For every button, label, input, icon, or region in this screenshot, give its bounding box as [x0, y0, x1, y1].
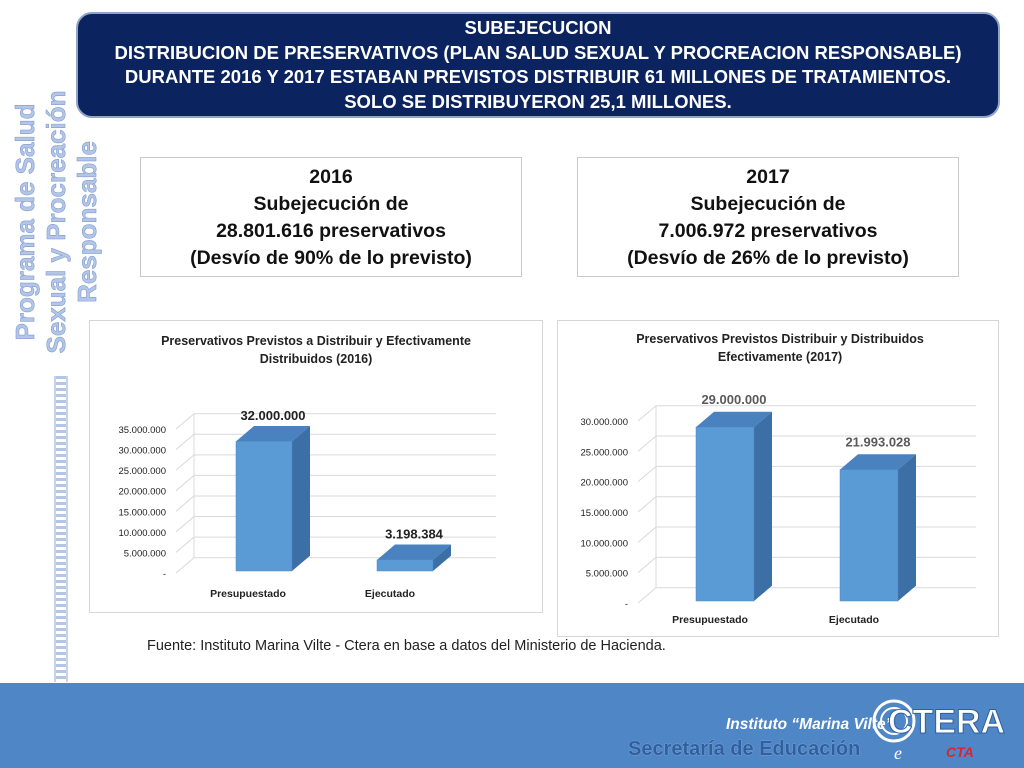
header-banner: SUBEJECUCION DISTRIBUCION DE PRESERVATIV… — [76, 12, 1000, 118]
y-tick-label: 25.000.000 — [580, 447, 628, 458]
info-box-2016: 2016 Subejecución de 28.801.616 preserva… — [140, 157, 522, 277]
data-label: 3.198.384 — [385, 527, 444, 542]
side-title-line-3: Responsable — [72, 141, 102, 303]
grid-diagonal — [637, 405, 657, 422]
bar-front-face — [235, 441, 293, 572]
chart-2016: Preservativos Previstos a Distribuir y E… — [89, 320, 543, 613]
grid-diagonal — [175, 475, 195, 492]
header-line-4: SOLO SE DISTRIBUYERON 25,1 MILLONES. — [344, 90, 732, 112]
y-tick-label: - — [625, 599, 628, 610]
svg-text:e: e — [894, 743, 902, 763]
data-label: 21.993.028 — [845, 434, 910, 449]
y-tick-label: 20.000.000 — [118, 487, 166, 498]
y-tick-label: 30.000.000 — [580, 417, 628, 428]
info-2017-year: 2017 — [746, 166, 790, 188]
grid-diagonal — [175, 536, 195, 553]
bar-front-face — [839, 469, 899, 602]
header-line-2: DISTRIBUCION DE PRESERVATIVOS (PLAN SALU… — [114, 41, 962, 63]
bar-top-face — [377, 544, 451, 560]
grid-diagonal — [637, 526, 657, 543]
chart-2017-svg: Preservativos Previstos Distribuir y Dis… — [580, 332, 976, 626]
bar-presupuestado — [235, 426, 310, 572]
category-label: Ejecutado — [365, 588, 415, 600]
grid-diagonal — [175, 433, 195, 450]
y-tick-label: 30.000.000 — [118, 446, 166, 457]
side-title-line-2: Sexual y Procreación — [41, 90, 71, 353]
footer-secretaria: Secretaría de Educación — [628, 738, 861, 760]
footer-institute: Instituto “Marina Vilte” — [726, 716, 894, 733]
category-label: Presupuestado — [210, 588, 286, 600]
grid-diagonal — [637, 587, 657, 604]
info-2017-amount: 7.006.972 preservativos — [658, 220, 878, 242]
category-label: Ejecutado — [829, 614, 879, 626]
side-program-title: Programa de Salud Sexual y Procreación R… — [8, 84, 108, 360]
bar-side-face — [292, 426, 310, 571]
bar-side-face — [898, 454, 916, 601]
grid-diagonal — [637, 496, 657, 513]
bar-side-face — [433, 544, 451, 571]
bar-ejecutado — [839, 454, 916, 602]
header-title: SUBEJECUCION — [464, 17, 612, 38]
bar-top-face — [696, 411, 772, 428]
y-tick-label: 10.000.000 — [118, 528, 166, 539]
bar-presupuestado — [695, 411, 772, 602]
grid-diagonal — [175, 454, 195, 471]
y-tick-label: - — [163, 569, 166, 580]
grid-diagonal — [637, 435, 657, 452]
data-label: 29.000.000 — [701, 392, 766, 407]
info-2016-deviation: (Desvío de 90% de lo previsto) — [190, 247, 472, 269]
svg-text:CTERA: CTERA — [888, 703, 1005, 741]
side-title-line-1: Programa de Salud — [10, 104, 40, 341]
bar-ejecutado — [376, 544, 451, 572]
y-tick-label: 5.000.000 — [124, 548, 166, 559]
source-note: Fuente: Instituto Marina Vilte - Ctera e… — [147, 638, 666, 654]
grid-diagonal — [637, 556, 657, 574]
grid-diagonal — [175, 495, 195, 512]
chart-title-line: Preservativos Previstos a Distribuir y E… — [161, 334, 471, 348]
y-tick-label: 20.000.000 — [580, 478, 628, 489]
info-2017-label: Subejecución de — [690, 193, 846, 215]
bar-side-face — [754, 411, 772, 601]
grid-diagonal — [637, 465, 657, 483]
info-box-2017: 2017 Subejecución de 7.006.972 preservat… — [577, 157, 959, 277]
info-2016-amount: 28.801.616 preservativos — [216, 220, 446, 242]
grid-diagonal — [175, 516, 195, 533]
chart-title-line: Distribuidos (2016) — [260, 352, 373, 366]
side-decorative-pattern — [54, 376, 68, 682]
y-tick-label: 35.000.000 — [118, 425, 166, 436]
y-tick-label: 15.000.000 — [580, 508, 628, 519]
y-tick-label: 5.000.000 — [586, 569, 628, 580]
chart-2017: Preservativos Previstos Distribuir y Dis… — [557, 320, 999, 637]
info-2016-year: 2016 — [309, 166, 353, 188]
svg-text:CTA: CTA — [946, 744, 974, 760]
y-tick-label: 25.000.000 — [118, 466, 166, 477]
chart-title-line: Efectivamente (2017) — [718, 350, 842, 364]
chart-title-line: Preservativos Previstos Distribuir y Dis… — [636, 332, 924, 346]
footer-bar: Instituto “Marina Vilte” Secretaría de E… — [0, 683, 1024, 768]
bar-front-face — [376, 559, 434, 572]
info-2016-label: Subejecución de — [253, 193, 409, 215]
info-2017-deviation: (Desvío de 26% de lo previsto) — [627, 247, 909, 269]
bar-top-face — [840, 454, 916, 470]
chart-2016-svg: Preservativos Previstos a Distribuir y E… — [118, 334, 496, 600]
grid-diagonal — [175, 557, 195, 574]
grid-diagonal — [175, 413, 195, 430]
y-tick-label: 10.000.000 — [580, 538, 628, 549]
bar-front-face — [695, 426, 755, 602]
header-line-3: DURANTE 2016 Y 2017 ESTABAN PREVISTOS DI… — [124, 66, 952, 87]
ctera-logo: CTERA e CTA — [872, 699, 1006, 763]
category-label: Presupuestado — [672, 614, 748, 626]
y-tick-label: 15.000.000 — [118, 507, 166, 518]
data-label: 32.000.000 — [240, 408, 305, 423]
bar-top-face — [236, 426, 310, 442]
